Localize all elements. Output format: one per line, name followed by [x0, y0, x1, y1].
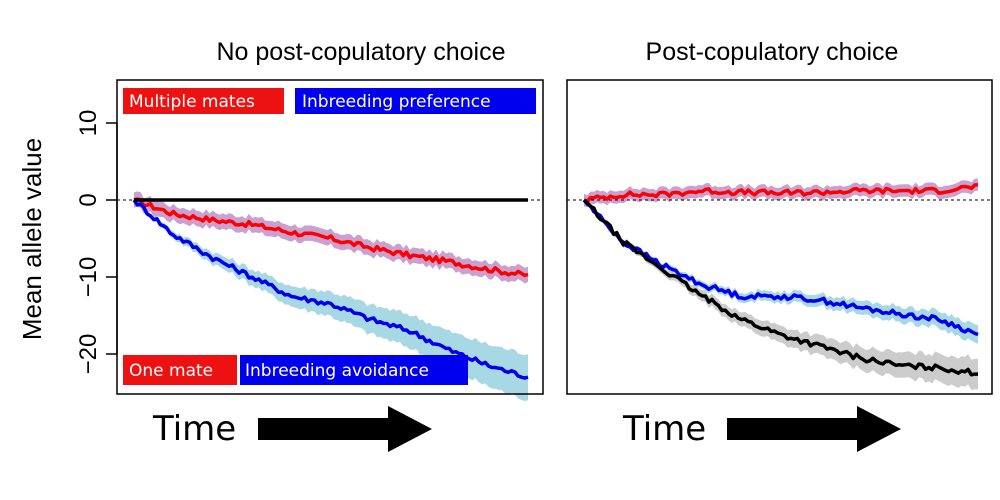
label-inbreeding-preference: Inbreeding preference — [302, 92, 491, 112]
panel-2-lines — [582, 182, 979, 377]
y-axis-label: Mean allele value — [17, 138, 47, 340]
y-tick-label: −10 — [75, 257, 102, 298]
panel-2-series-1-line — [583, 182, 979, 204]
label-box-inbreeding-preference — [295, 88, 536, 114]
time-label-left: Time — [152, 409, 236, 449]
panel-1-series-2-band — [134, 198, 528, 401]
panel-2-series-2-band — [584, 198, 978, 344]
y-tick-label: 10 — [75, 110, 102, 137]
panel-1-series-2-line — [132, 199, 529, 380]
panel-2-series-2-line — [582, 198, 979, 337]
panel-2-title: Post-copulatory choice — [646, 38, 899, 66]
label-inbreeding-avoidance: Inbreeding avoidance — [245, 361, 429, 381]
time-label-right: Time — [622, 409, 706, 449]
label-one-mate: One mate — [129, 361, 213, 381]
panel-2-frame — [566, 79, 993, 395]
panel-1-series-1-line — [133, 197, 529, 278]
y-tick-label: 0 — [75, 193, 102, 206]
time-arrow-left — [258, 406, 432, 452]
panel-1-lines — [132, 197, 529, 380]
panel-2 — [566, 79, 993, 395]
label-multiple-mates: Multiple mates — [129, 92, 255, 112]
label-box-multiple-mates — [123, 88, 284, 114]
y-axis: 10 0 −10 −20 — [75, 110, 118, 375]
panel-2-bands — [584, 178, 978, 390]
y-tick-label: −20 — [75, 334, 102, 375]
panel-1-title: No post-copulatory choice — [216, 38, 505, 66]
label-box-inbreeding-avoidance — [240, 355, 468, 385]
label-box-one-mate — [123, 355, 237, 385]
panel-2-series-3-band — [584, 198, 978, 390]
time-arrow-right — [727, 406, 901, 452]
panel-1: 10 0 −10 −20 Multiple mates Inbreeding pref… — [75, 79, 544, 401]
panel-2-series-3-line — [582, 198, 978, 377]
